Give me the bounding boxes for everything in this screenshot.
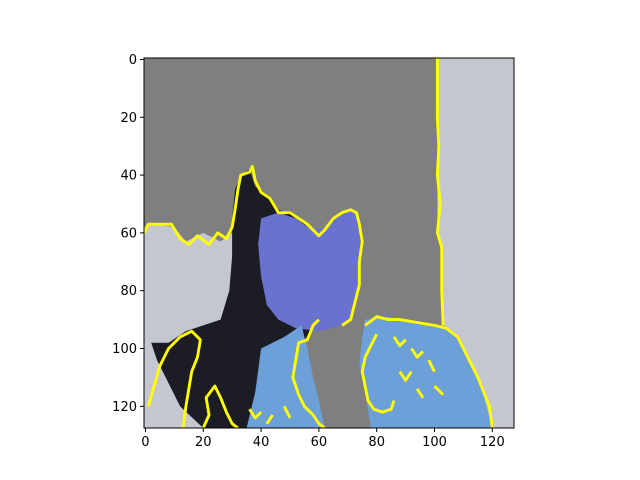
- x-axis: 0 20 40 60 80 100 120: [141, 428, 505, 450]
- y-tick-label: 60: [120, 226, 137, 241]
- y-tick-label: 100: [112, 342, 137, 357]
- x-tick-label: 100: [422, 435, 447, 450]
- boundary-speckle-1: [392, 336, 445, 399]
- x-tick-label: 0: [141, 435, 149, 450]
- x-tick-label: 60: [311, 435, 328, 450]
- boundary-head-left: [144, 164, 364, 327]
- y-tick-label: 40: [120, 169, 137, 184]
- axes-frame: [143, 57, 515, 429]
- boundary-shirt-right: [364, 315, 494, 428]
- boundary-hair-lower: [201, 384, 239, 428]
- x-tick-label: 80: [368, 435, 385, 450]
- y-tick-label: 80: [120, 284, 137, 299]
- x-tick-label: 20: [195, 435, 212, 450]
- y-tick-label: 0: [129, 53, 137, 68]
- y-axis: 0 20 40 60 80 100 120: [112, 53, 144, 415]
- segment-face: [258, 209, 363, 332]
- boundary-shoulder-left: [291, 318, 326, 428]
- boundary-hair-left: [146, 329, 202, 428]
- segment-boundaries: [144, 58, 494, 428]
- boundary-wall-right: [435, 58, 445, 326]
- y-tick-label: 20: [120, 111, 137, 126]
- x-tick-label: 40: [253, 435, 270, 450]
- x-tick-label: 120: [480, 435, 505, 450]
- segment-shirt: [246, 316, 493, 428]
- y-tick-label: 120: [112, 400, 137, 415]
- boundary-shirt-left-edge: [360, 333, 396, 414]
- boundary-speckle-2: [248, 405, 292, 425]
- image-area: [144, 58, 514, 428]
